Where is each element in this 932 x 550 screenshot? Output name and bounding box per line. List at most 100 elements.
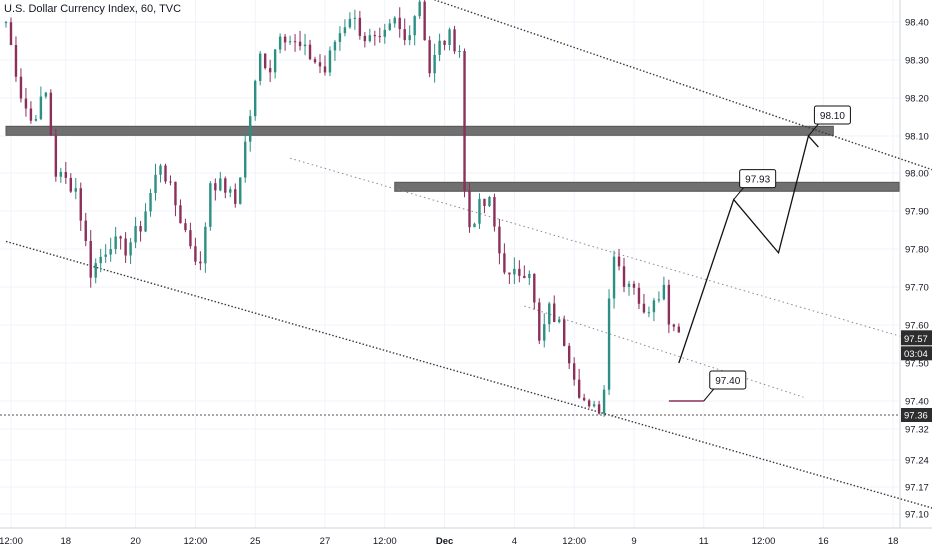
candle-body (114, 236, 117, 250)
time-tick-label: 4 (512, 536, 517, 547)
time-axis[interactable]: 12:00 18 20 12:00 25 27 12:00 Dec 4 12:00 9 11 12:00… (0, 527, 932, 547)
candle-body (179, 205, 182, 224)
candle-body (493, 197, 496, 227)
candle-body (543, 324, 546, 341)
price-tick-label: 98.40 (905, 18, 929, 29)
candle-body (109, 249, 112, 255)
candle-body (169, 181, 172, 183)
candle-body (144, 211, 147, 232)
candle-body (308, 44, 312, 60)
price-axis[interactable]: 98.40 98.30 98.20 98.10 98.00 97.90 97.80 97.70… (899, 0, 932, 528)
zone-resistance-97.95 (394, 181, 900, 192)
candle-body (503, 253, 506, 273)
price-tick-label: 97.24 (905, 456, 929, 467)
time-tick-label: 18 (61, 536, 72, 547)
projection (668, 134, 819, 402)
candle-body (338, 33, 342, 42)
candle-body (428, 40, 431, 74)
channel-lower (5, 240, 932, 509)
candle-body (592, 404, 596, 407)
candle-body (44, 92, 48, 97)
candle-body (677, 326, 681, 333)
callouts: 98.10 97.93 97.40 (703, 105, 851, 402)
price-tick-label: 97.50 (905, 359, 929, 370)
candle-body (234, 189, 237, 204)
candle-body (383, 29, 386, 37)
candle-body (184, 223, 187, 231)
candles (4, 0, 681, 417)
candle-body (154, 174, 157, 194)
candle-body (29, 108, 33, 121)
candle-body (189, 230, 192, 247)
candle-body (652, 300, 656, 313)
candle-body (597, 404, 601, 414)
candle-body (563, 319, 566, 346)
price-tick-label: 97.40 (905, 397, 929, 408)
time-tick-label: 12:00 (562, 536, 586, 547)
candle-body (9, 22, 13, 46)
candle-body (443, 40, 446, 45)
candle-body (398, 17, 401, 30)
candle-body (368, 35, 372, 42)
candle-body (468, 190, 471, 228)
candle-body (378, 36, 381, 38)
candle-body (473, 223, 476, 228)
callout-box (739, 169, 777, 189)
candle-body (672, 324, 676, 327)
candle-body (567, 345, 571, 364)
candle-body (617, 256, 621, 267)
candle-body (358, 17, 362, 36)
candle-body (363, 35, 367, 42)
candle-body (577, 379, 581, 398)
time-tick-label: 12:00 (184, 536, 208, 547)
candle-body (458, 50, 461, 52)
price-tick-label: 97.70 (905, 283, 929, 294)
price-tick-label: 97.32 (905, 425, 929, 436)
candle-body (433, 54, 436, 74)
time-tick-label: 25 (250, 536, 261, 547)
price-tick-label: 97.17 (905, 483, 929, 494)
callout-label: 98.10 (820, 111, 845, 122)
last-price-label: 97.57 (904, 334, 928, 345)
candle-body (632, 283, 636, 288)
candle-body (149, 193, 152, 212)
candle-body (298, 41, 302, 47)
candle-body (293, 41, 297, 43)
candle-body (523, 275, 526, 279)
candle-body (333, 41, 337, 51)
candle-body (607, 298, 611, 390)
countdown-tag (901, 346, 932, 361)
time-tick-label: 12:00 (373, 536, 397, 547)
candle-body (478, 198, 481, 224)
candle-body (662, 284, 666, 300)
candle-body (283, 36, 287, 43)
candle-body (229, 189, 232, 193)
candle-body (413, 16, 416, 36)
candle-body (249, 116, 252, 142)
support-price-label: 97.36 (904, 411, 928, 422)
time-tick-label: 12:00 (0, 536, 23, 547)
callout-pointer (703, 388, 715, 402)
price-tick-label: 98.10 (905, 132, 929, 143)
candle-body (488, 197, 491, 207)
candle-body (99, 256, 102, 264)
time-tick-label: 16 (818, 536, 829, 547)
candle-body (518, 268, 521, 276)
candle-body (174, 181, 177, 206)
candle-body (134, 226, 137, 243)
candle-body (263, 53, 267, 69)
price-tick-label: 97.60 (905, 321, 929, 332)
support-price-tag (901, 408, 932, 422)
projection-path (678, 134, 819, 364)
candle-body (204, 226, 207, 264)
candle-body (438, 40, 441, 55)
time-tick-label: 18 (888, 536, 899, 547)
candle-body (313, 59, 317, 63)
price-tick-label: 97.10 (905, 510, 929, 521)
candle-body (258, 53, 262, 81)
candle-body (89, 240, 92, 278)
price-tick-label: 98.30 (905, 56, 929, 67)
candle-body (224, 178, 227, 193)
